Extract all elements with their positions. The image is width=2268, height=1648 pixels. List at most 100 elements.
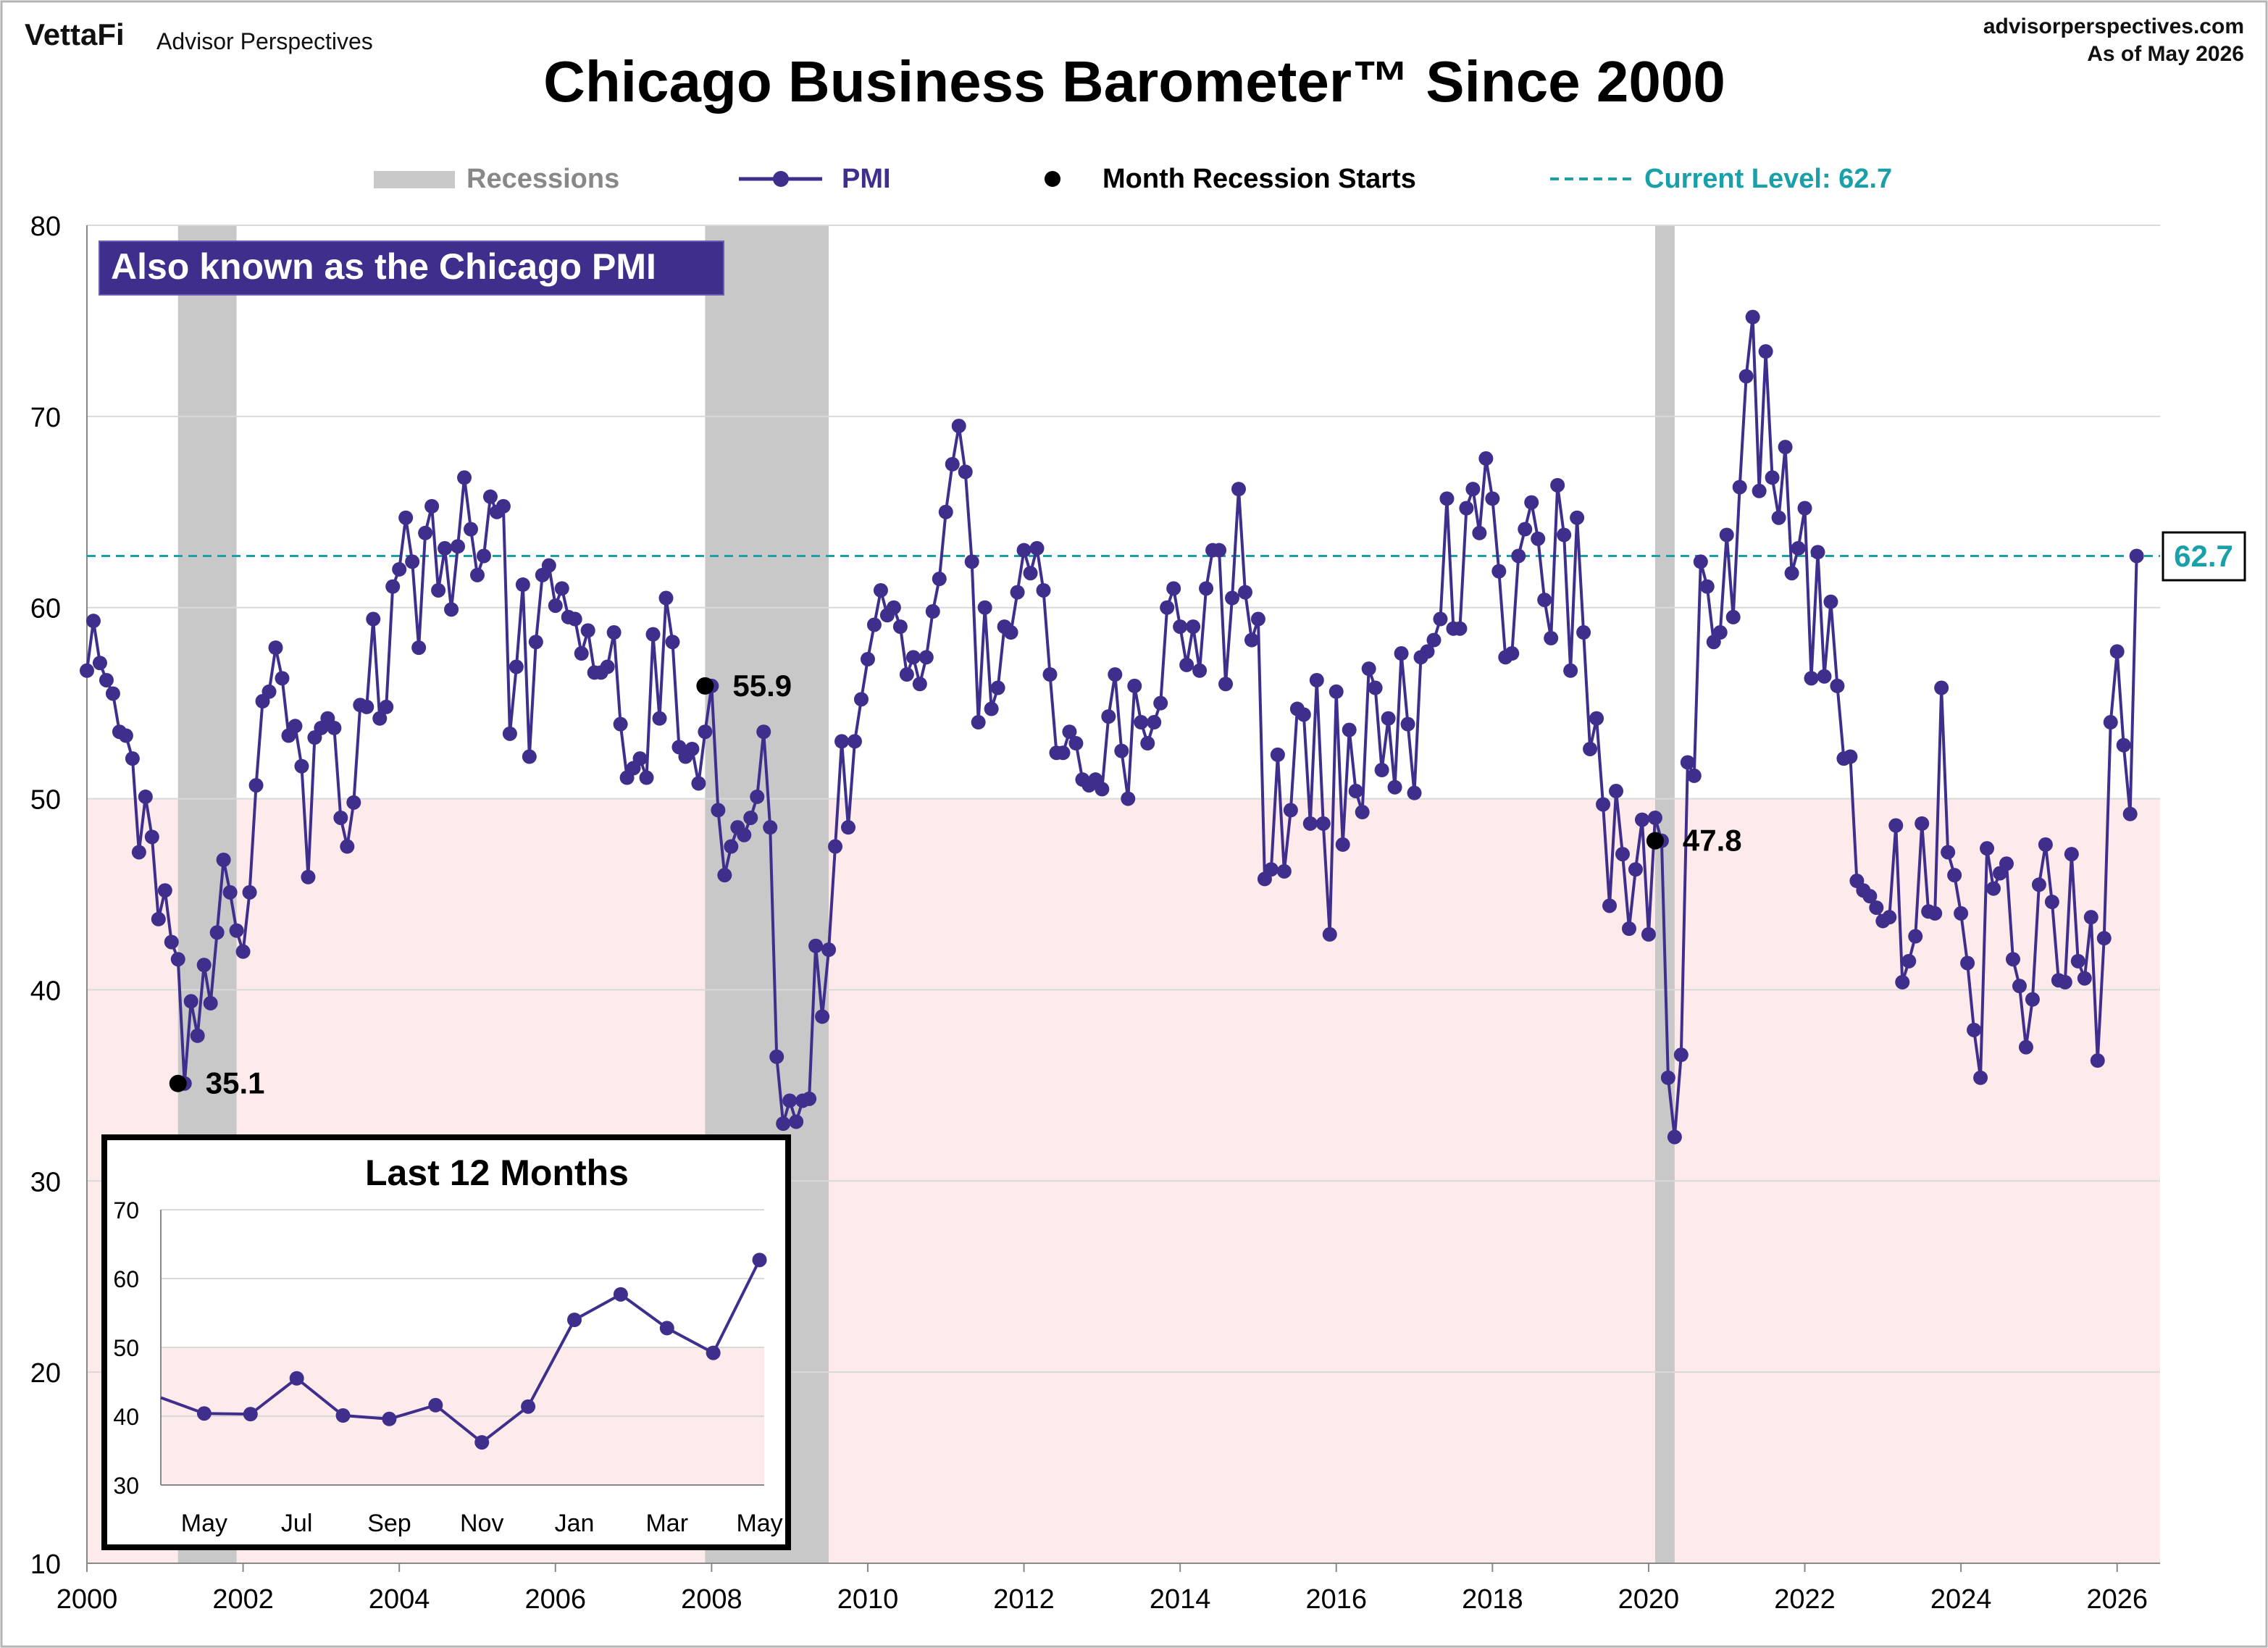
pmi-point bbox=[2025, 992, 2040, 1007]
brand-logo: VettaFi bbox=[25, 17, 125, 51]
pmi-point bbox=[841, 820, 856, 835]
pmi-point bbox=[105, 686, 120, 701]
x-tick-label: 2006 bbox=[525, 1584, 587, 1615]
inset-x-tick-label: Jul bbox=[281, 1510, 312, 1537]
pmi-point bbox=[554, 581, 569, 596]
pmi-point bbox=[1010, 585, 1025, 600]
pmi-point bbox=[1368, 680, 1383, 695]
pmi-point bbox=[685, 741, 700, 756]
y-tick-label: 20 bbox=[30, 1358, 61, 1389]
pmi-point bbox=[1055, 745, 1071, 761]
pmi-point bbox=[1804, 671, 1819, 686]
y-tick-label: 10 bbox=[30, 1549, 61, 1580]
inset-pmi-point bbox=[196, 1406, 212, 1421]
pmi-point bbox=[1355, 805, 1370, 820]
pmi-point bbox=[1967, 1022, 1982, 1037]
pmi-point bbox=[216, 853, 231, 868]
y-tick-label: 40 bbox=[30, 976, 61, 1006]
inset-y-tick-label: 40 bbox=[113, 1404, 139, 1430]
pmi-point bbox=[509, 659, 524, 674]
pmi-point bbox=[1478, 451, 1494, 466]
pmi-point bbox=[1199, 581, 1214, 596]
pmi-point bbox=[1745, 309, 1760, 325]
pmi-point bbox=[92, 656, 107, 671]
x-tick-label: 2012 bbox=[993, 1584, 1055, 1615]
pmi-point bbox=[2064, 847, 2079, 862]
pmi-point bbox=[1719, 527, 1734, 543]
inset-y-tick-label: 50 bbox=[113, 1335, 139, 1361]
pmi-point bbox=[964, 554, 979, 569]
pmi-point bbox=[1888, 818, 1904, 833]
pmi-point bbox=[1127, 678, 1142, 693]
pmi-point bbox=[1101, 709, 1116, 724]
pmi-point bbox=[802, 1091, 817, 1106]
inset-y-tick-label: 70 bbox=[113, 1197, 139, 1224]
pmi-point bbox=[1166, 581, 1181, 596]
pmi-point bbox=[711, 803, 726, 818]
pmi-point bbox=[1550, 477, 1565, 493]
pmi-point bbox=[613, 716, 628, 732]
chicago-pmi-badge-text: Also known as the Chicago PMI bbox=[111, 246, 656, 287]
pmi-point bbox=[1244, 632, 1259, 648]
pmi-point bbox=[990, 680, 1005, 695]
pmi-point bbox=[606, 625, 622, 640]
pmi-point bbox=[424, 498, 440, 514]
pmi-point bbox=[899, 667, 914, 682]
pmi-point bbox=[919, 650, 934, 665]
pmi-point bbox=[737, 827, 752, 842]
pmi-point bbox=[451, 539, 466, 554]
x-tick-label: 2008 bbox=[681, 1584, 742, 1615]
pmi-point bbox=[294, 758, 309, 774]
pmi-point bbox=[1693, 554, 1708, 569]
pmi-point bbox=[1276, 863, 1292, 879]
pmi-point bbox=[574, 646, 589, 661]
pmi-point bbox=[1361, 661, 1376, 677]
recession-start-point bbox=[696, 677, 714, 695]
pmi-point bbox=[398, 510, 414, 525]
pmi-point bbox=[886, 600, 901, 615]
pmi-point bbox=[1147, 715, 1162, 730]
pmi-point bbox=[1218, 677, 1234, 692]
pmi-point bbox=[1452, 621, 1468, 636]
pmi-point bbox=[1160, 600, 1175, 615]
pmi-point bbox=[932, 572, 947, 587]
pmi-point bbox=[1589, 711, 1604, 726]
axes: 10 20 30 40 50 60 70 80 2000 2002 2004 2006 2008 2010… bbox=[30, 212, 2160, 1615]
x-tick-label: 2016 bbox=[1305, 1584, 1367, 1615]
pmi-point bbox=[1999, 856, 2014, 871]
inset-pmi-point bbox=[613, 1287, 628, 1302]
pmi-point bbox=[1784, 566, 1799, 581]
pmi-point bbox=[183, 994, 198, 1009]
pmi-point bbox=[528, 635, 543, 650]
pmi-point bbox=[1915, 816, 1930, 831]
legend-recession-start-label: Month Recession Starts bbox=[1102, 164, 1416, 194]
pmi-point bbox=[1765, 470, 1780, 485]
pmi-point bbox=[1862, 889, 1878, 904]
pmi-point bbox=[190, 1028, 205, 1043]
pmi-point bbox=[522, 749, 537, 764]
pmi-point bbox=[1003, 625, 1018, 640]
pmi-point bbox=[1042, 667, 1058, 682]
pmi-point bbox=[275, 671, 290, 686]
pmi-point bbox=[2012, 979, 2027, 994]
pmi-point bbox=[912, 677, 927, 692]
pmi-point bbox=[2096, 931, 2112, 946]
pmi-point bbox=[1686, 768, 1702, 783]
pmi-point bbox=[548, 598, 563, 614]
pmi-point bbox=[782, 1093, 798, 1108]
pmi-point bbox=[1505, 646, 1520, 661]
pmi-point bbox=[945, 456, 960, 472]
pmi-point bbox=[567, 611, 582, 627]
pmi-point bbox=[444, 602, 459, 617]
inset-title: Last 12 Months bbox=[365, 1153, 629, 1193]
pmi-point bbox=[1667, 1129, 1682, 1145]
pmi-point bbox=[1400, 716, 1415, 732]
pmi-point bbox=[1596, 797, 1611, 812]
legend-pmi-marker bbox=[773, 171, 789, 187]
pmi-point bbox=[724, 839, 739, 854]
pmi-point bbox=[1433, 611, 1448, 627]
pmi-point bbox=[632, 751, 648, 766]
pmi-point bbox=[1660, 1070, 1675, 1085]
inset-y-tick-label: 60 bbox=[113, 1266, 139, 1292]
pmi-point bbox=[1980, 841, 1995, 856]
